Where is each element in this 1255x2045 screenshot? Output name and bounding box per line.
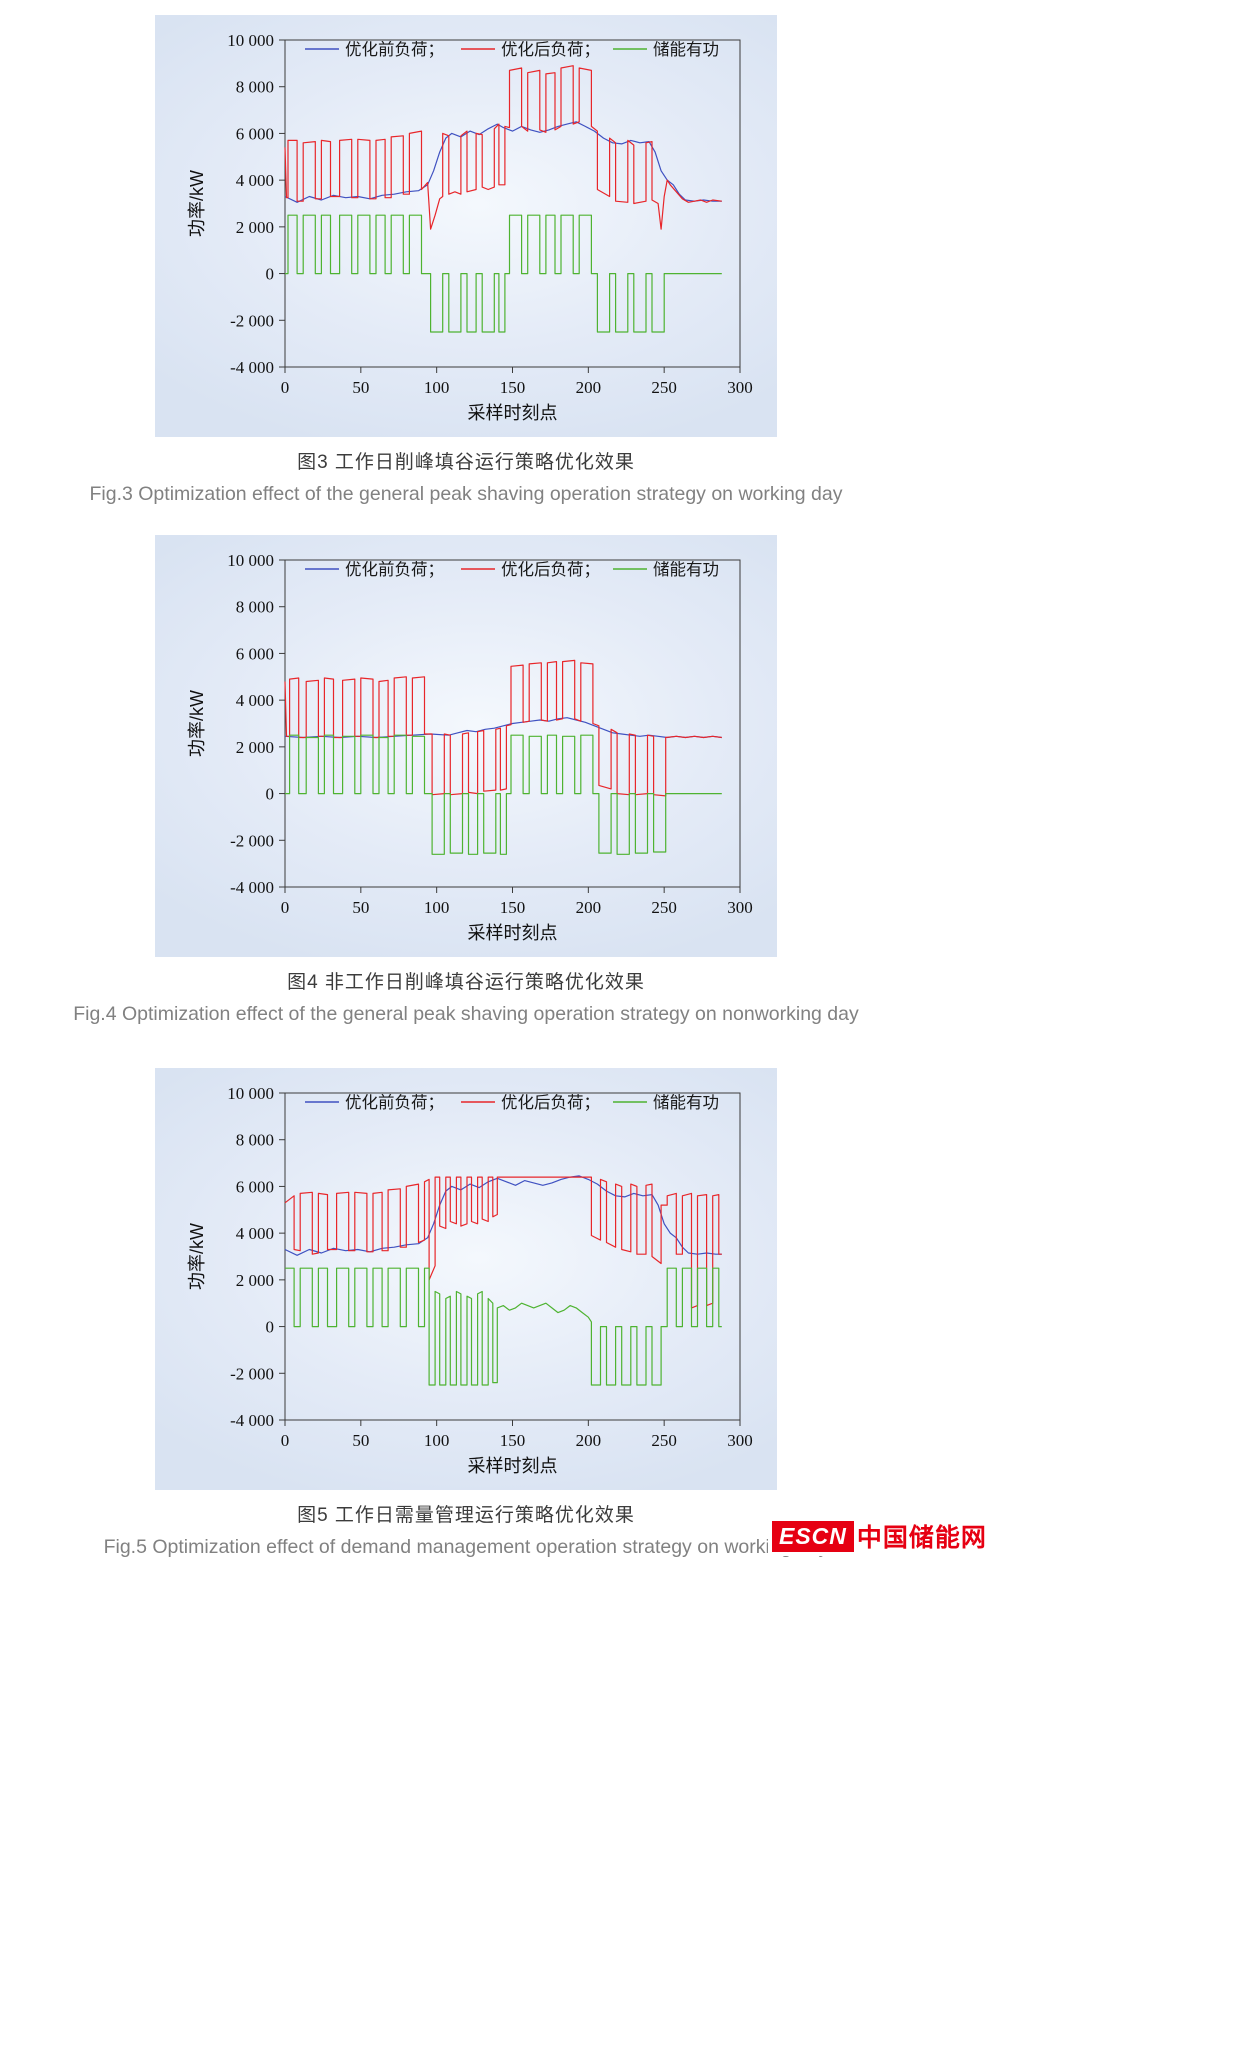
figure-5-plot-panel: -4 000 -2 000 0 2 000 4 000 6 000 8 000 10 000 0… <box>155 1068 777 1490</box>
figure-5-caption-en: Fig.5 Optimization effect of demand mana… <box>103 1536 829 1558</box>
svg-text:8 000: 8 000 <box>236 598 274 617</box>
svg-text:10 000: 10 000 <box>227 1084 274 1103</box>
svg-text:0: 0 <box>266 1318 275 1337</box>
svg-text:100: 100 <box>424 898 450 917</box>
figure-4: -4 000 -2 000 0 2 000 4 000 6 000 8 000 10 000 0… <box>73 535 859 1026</box>
figure-3-caption-en: Fig.3 Optimization effect of the general… <box>89 483 843 505</box>
svg-text:采样时刻点: 采样时刻点 <box>468 403 558 423</box>
figure-4-chart: -4 000 -2 000 0 2 000 4 000 6 000 8 000 10 000 0… <box>187 551 753 943</box>
svg-text:4 000: 4 000 <box>236 171 274 190</box>
svg-text:150: 150 <box>500 378 526 397</box>
svg-text:300: 300 <box>727 378 753 397</box>
svg-text:6 000: 6 000 <box>236 124 274 143</box>
svg-text:300: 300 <box>727 898 753 917</box>
svg-text:10 000: 10 000 <box>227 551 274 570</box>
svg-text:50: 50 <box>352 898 369 917</box>
svg-text:-2 000: -2 000 <box>230 831 274 850</box>
svg-text:储能有功: 储能有功 <box>653 1093 719 1112</box>
svg-text:6 000: 6 000 <box>236 644 274 663</box>
svg-text:-2 000: -2 000 <box>230 1364 274 1383</box>
svg-text:-4 000: -4 000 <box>230 878 274 897</box>
figure-3-plot-panel: -4 000 -2 000 0 2 000 4 000 6 000 8 000 10 000 0… <box>155 15 777 437</box>
svg-text:2 000: 2 000 <box>236 738 274 757</box>
svg-text:250: 250 <box>651 898 677 917</box>
figure-3: -4 000 -2 000 0 2 000 4 000 6 000 8 000 10 000 0… <box>90 15 843 506</box>
svg-text:优化后负荷；: 优化后负荷； <box>501 1093 600 1112</box>
svg-text:10 000: 10 000 <box>227 31 274 50</box>
svg-text:2 000: 2 000 <box>236 218 274 237</box>
svg-text:200: 200 <box>576 898 602 917</box>
svg-text:300: 300 <box>727 1431 753 1450</box>
svg-text:0: 0 <box>281 378 290 397</box>
svg-text:功率/kW: 功率/kW <box>187 690 207 757</box>
svg-text:优化后负荷；: 优化后负荷； <box>501 40 600 59</box>
figure-5: -4 000 -2 000 0 2 000 4 000 6 000 8 000 10 000 0… <box>104 1068 828 1559</box>
figure-4-caption-en: Fig.4 Optimization effect of the general… <box>73 1003 859 1025</box>
svg-text:-4 000: -4 000 <box>230 1411 274 1430</box>
svg-text:150: 150 <box>500 898 526 917</box>
svg-text:0: 0 <box>281 1431 290 1450</box>
figure-4-plot-panel: -4 000 -2 000 0 2 000 4 000 6 000 8 000 10 000 0… <box>155 535 777 957</box>
svg-text:功率/kW: 功率/kW <box>187 170 207 237</box>
svg-text:储能有功: 储能有功 <box>653 40 719 59</box>
svg-text:100: 100 <box>424 378 450 397</box>
svg-text:优化前负荷；: 优化前负荷； <box>345 40 444 59</box>
figure-4-caption-cn: 图4 非工作日削峰填谷运行策略优化效果 <box>287 972 645 993</box>
svg-text:优化前负荷；: 优化前负荷； <box>345 560 444 579</box>
svg-text:6 000: 6 000 <box>236 1177 274 1196</box>
svg-text:200: 200 <box>576 378 602 397</box>
svg-text:4 000: 4 000 <box>236 1224 274 1243</box>
figure-5-chart: -4 000 -2 000 0 2 000 4 000 6 000 8 000 10 000 0… <box>187 1084 753 1476</box>
svg-text:优化后负荷；: 优化后负荷； <box>501 560 600 579</box>
svg-text:采样时刻点: 采样时刻点 <box>468 1456 558 1476</box>
svg-text:0: 0 <box>281 898 290 917</box>
svg-text:200: 200 <box>576 1431 602 1450</box>
svg-text:250: 250 <box>651 1431 677 1450</box>
svg-text:100: 100 <box>424 1431 450 1450</box>
figure-3-caption-cn: 图3 工作日削峰填谷运行策略优化效果 <box>297 452 635 473</box>
svg-text:50: 50 <box>352 1431 369 1450</box>
svg-text:-4 000: -4 000 <box>230 358 274 377</box>
svg-text:0: 0 <box>266 785 275 804</box>
svg-text:采样时刻点: 采样时刻点 <box>468 923 558 943</box>
svg-text:2 000: 2 000 <box>236 1271 274 1290</box>
escn-watermark: ESCN 中国储能网 <box>768 1516 991 1556</box>
escn-logo: ESCN <box>772 1520 854 1552</box>
svg-text:250: 250 <box>651 378 677 397</box>
svg-text:150: 150 <box>500 1431 526 1450</box>
svg-text:8 000: 8 000 <box>236 78 274 97</box>
figure-5-caption-cn: 图5 工作日需量管理运行策略优化效果 <box>297 1505 635 1526</box>
svg-text:优化前负荷；: 优化前负荷； <box>345 1093 444 1112</box>
svg-text:50: 50 <box>352 378 369 397</box>
svg-text:储能有功: 储能有功 <box>653 560 719 579</box>
figure-3-chart: -4 000 -2 000 0 2 000 4 000 6 000 8 000 10 000 0… <box>187 31 753 423</box>
svg-text:4 000: 4 000 <box>236 691 274 710</box>
svg-text:功率/kW: 功率/kW <box>187 1223 207 1290</box>
svg-text:-2 000: -2 000 <box>230 311 274 330</box>
svg-text:0: 0 <box>266 265 275 284</box>
escn-site-name: 中国储能网 <box>856 1524 987 1552</box>
svg-text:8 000: 8 000 <box>236 1131 274 1150</box>
